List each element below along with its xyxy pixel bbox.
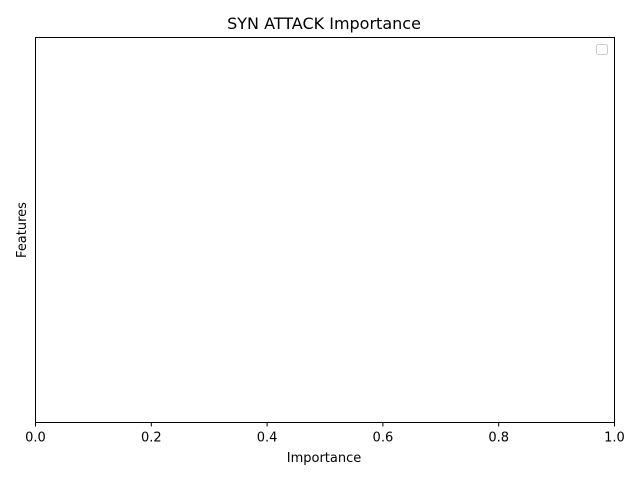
x-tick-label: 0.6 [373,431,394,446]
x-tick-label: 0.0 [25,431,46,446]
x-tick-label: 0.8 [488,431,509,446]
chart-title: SYN ATTACK Importance [227,14,421,33]
plot-area [35,37,615,423]
x-axis-ticks: 0.0 0.2 0.4 0.6 0.8 1.0 [25,422,625,446]
y-axis-label: Features [15,202,30,258]
x-tick-label: 1.0 [604,431,625,446]
x-axis-label: Importance [287,451,362,466]
x-tick-label: 0.2 [141,431,162,446]
legend-box [596,44,608,55]
x-tick-label: 0.4 [257,431,278,446]
